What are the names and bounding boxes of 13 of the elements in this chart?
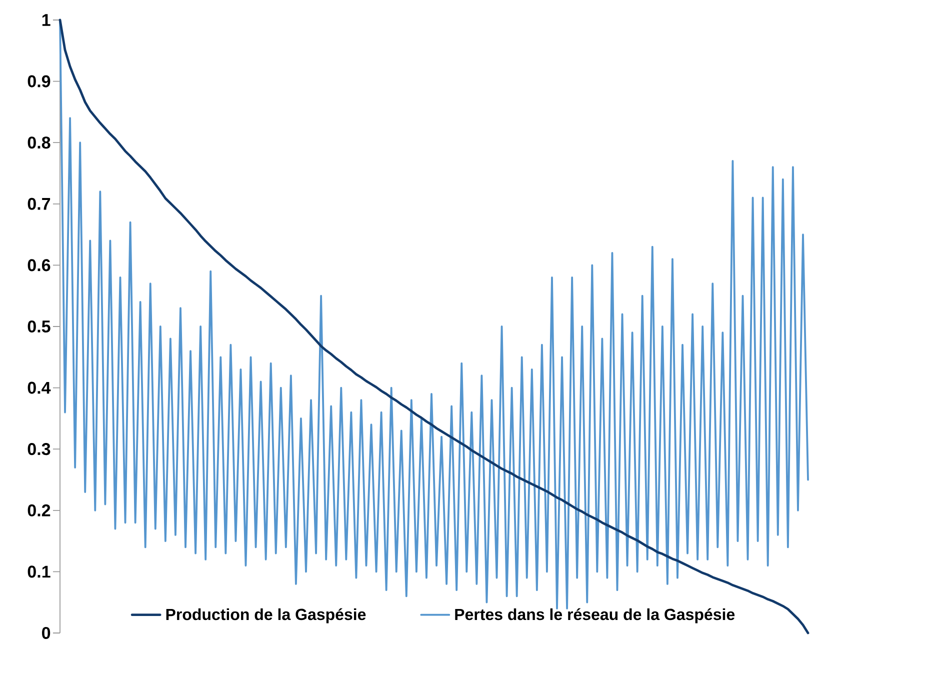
y-tick-label: 0 bbox=[42, 626, 50, 640]
y-tick-label: 0.8 bbox=[28, 136, 50, 149]
legend-label: Pertes dans le réseau de la Gaspésie bbox=[455, 608, 735, 624]
y-tick-label: 0.1 bbox=[28, 566, 50, 578]
legend-label: Production de la Gaspésie bbox=[166, 608, 366, 624]
y-tick-label: 0.3 bbox=[28, 443, 50, 456]
y-tick-label: 0.6 bbox=[28, 259, 50, 272]
y-tick-label: 1 bbox=[42, 14, 50, 26]
y-tick-label: 0.2 bbox=[28, 504, 50, 516]
y-tick-label: 0.4 bbox=[28, 382, 51, 394]
y-tick-label: 0.7 bbox=[28, 198, 50, 210]
y-tick-label: 0.9 bbox=[28, 75, 50, 88]
y-tick-label: 0.5 bbox=[28, 320, 50, 333]
